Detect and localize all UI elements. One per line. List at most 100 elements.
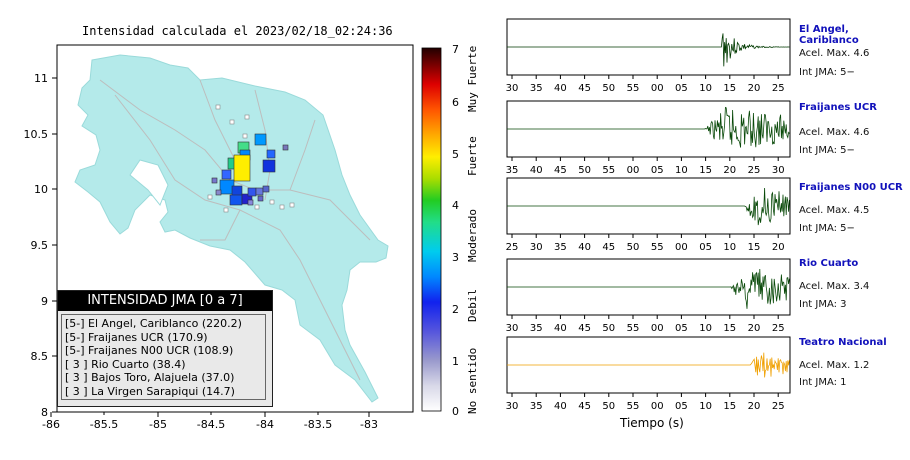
trace-tick-label: 25 bbox=[772, 401, 785, 412]
trace-tick-label: 55 bbox=[651, 242, 664, 253]
trace-tick-label: 20 bbox=[772, 242, 785, 253]
colorbar-tick: 7 bbox=[452, 43, 459, 56]
trace-tick-label: 55 bbox=[627, 83, 640, 94]
trace-tick-label: 40 bbox=[530, 165, 543, 176]
y-tick-label: 10 bbox=[34, 183, 48, 196]
trace-ticks: 30 35 40 45 50 55 00 05 10 15 20 25 bbox=[506, 75, 785, 94]
trace-panel-0: 30 35 40 45 50 55 00 05 10 15 20 25 bbox=[506, 18, 791, 94]
map-axis-labels: -86 -85.5 -85 -84.5 -84 -83.5 -83 11 10.… bbox=[24, 72, 378, 431]
x-tick-label: -85 bbox=[149, 418, 167, 431]
trace-tick-label: 30 bbox=[530, 242, 543, 253]
trace-tick-label: 10 bbox=[699, 83, 712, 94]
trace-tick-label: 25 bbox=[506, 242, 519, 253]
trace-tick-label: 30 bbox=[772, 165, 785, 176]
station-int: Int JMA: 5− bbox=[799, 145, 855, 156]
trace-ticks: 25 30 35 40 45 50 55 00 05 10 15 20 bbox=[506, 234, 785, 253]
colorbar-tick: 0 bbox=[452, 405, 459, 418]
trace-tick-label: 55 bbox=[602, 165, 615, 176]
land-area bbox=[74, 54, 389, 403]
legend-row: [ 3 ] Bajos Toro, Alajuela (37.0) bbox=[65, 371, 235, 385]
trace-panel-4: 30 35 40 45 50 55 00 05 10 15 20 25 bbox=[506, 336, 791, 412]
trace-tick-label: 50 bbox=[602, 401, 615, 412]
trace-tick-label: 00 bbox=[675, 242, 688, 253]
station-name: Fraijanes N00 UCR bbox=[799, 182, 903, 193]
trace-tick-label: 45 bbox=[578, 401, 591, 412]
map-tick-marks bbox=[50, 77, 370, 417]
colorbar-class-label: Debil bbox=[466, 289, 479, 322]
colorbar-tick: 1 bbox=[452, 355, 459, 368]
trace-tick-label: 05 bbox=[675, 401, 688, 412]
x-tick-label: -84.5 bbox=[197, 418, 225, 431]
x-tick-label: -85.5 bbox=[90, 418, 118, 431]
trace-tick-label: 55 bbox=[627, 323, 640, 334]
colorbar-class-label: Muy Fuerte bbox=[466, 46, 479, 112]
y-tick-label: 11 bbox=[34, 72, 48, 85]
legend-list: [5-] El Angel, Cariblanco (220.2) [5-] F… bbox=[61, 314, 266, 400]
map-title: Intensidad calculada el 2023/02/18_02:24… bbox=[82, 24, 393, 38]
station-int: Int JMA: 5− bbox=[799, 223, 855, 234]
trace-tick-label: 00 bbox=[651, 401, 664, 412]
legend-row: [ 3 ] Rio Cuarto (38.4) bbox=[65, 357, 186, 371]
trace-panel-3: 30 35 40 45 50 55 00 05 10 15 20 25 bbox=[506, 258, 791, 334]
trace-tick-label: 20 bbox=[748, 83, 761, 94]
colorbar-tick: 3 bbox=[452, 251, 459, 264]
waveform bbox=[507, 106, 790, 148]
waveform bbox=[507, 187, 790, 226]
station-name: Rio Cuarto bbox=[799, 258, 859, 269]
station-name: Fraijanes UCR bbox=[799, 102, 877, 113]
trace-tick-label: 05 bbox=[699, 242, 712, 253]
trace-tick-label: 55 bbox=[627, 401, 640, 412]
trace-tick-label: 30 bbox=[506, 401, 519, 412]
trace-tick-label: 15 bbox=[723, 401, 736, 412]
trace-tick-label: 35 bbox=[530, 323, 543, 334]
trace-tick-label: 00 bbox=[651, 83, 664, 94]
trace-ticks: 35 40 45 50 55 00 05 10 15 20 25 30 bbox=[506, 157, 785, 176]
colorbar-tick: 2 bbox=[452, 303, 459, 316]
x-tick-label: -83 bbox=[360, 418, 378, 431]
trace-tick-label: 50 bbox=[602, 83, 615, 94]
trace-tick-label: 40 bbox=[578, 242, 591, 253]
minor-markers bbox=[207, 104, 295, 213]
y-tick-label: 10.5 bbox=[24, 128, 49, 141]
legend-row: [5-] El Angel, Cariblanco (220.2) bbox=[65, 317, 242, 330]
station-accel: Acel. Max. 4.6 bbox=[799, 48, 870, 59]
y-tick-label: 9 bbox=[41, 295, 48, 308]
intensity-markers bbox=[211, 133, 289, 206]
trace-tick-label: 00 bbox=[627, 165, 640, 176]
colorbar-class-label: No sentido bbox=[466, 348, 479, 414]
trace-tick-label: 35 bbox=[530, 83, 543, 94]
colorbar-class-labels: No sentido Debil Moderado Fuerte Muy Fue… bbox=[466, 46, 479, 414]
colorbar-tick: 4 bbox=[452, 199, 459, 212]
legend-row: [ 3 ] La Virgen Sarapiqui (14.7) bbox=[65, 384, 235, 398]
time-axis-label: Tiempo (s) bbox=[620, 416, 684, 430]
colorbar bbox=[421, 47, 442, 412]
trace-tick-label: 30 bbox=[506, 323, 519, 334]
trace-tick-label: 40 bbox=[554, 323, 567, 334]
legend-row: [5-] Fraijanes N00 UCR (108.9) bbox=[65, 344, 234, 358]
trace-tick-label: 25 bbox=[772, 83, 785, 94]
trace-tick-label: 20 bbox=[748, 323, 761, 334]
colorbar-class-label: Moderado bbox=[466, 209, 479, 262]
waveform bbox=[507, 352, 790, 378]
station-name: Teatro Nacional bbox=[799, 337, 887, 348]
x-tick-label: -83.5 bbox=[304, 418, 332, 431]
station-accel: Acel. Max. 4.6 bbox=[799, 127, 870, 138]
trace-tick-label: 30 bbox=[506, 83, 519, 94]
station-int: Int JMA: 3 bbox=[799, 299, 847, 310]
trace-tick-label: 00 bbox=[651, 323, 664, 334]
trace-tick-label: 25 bbox=[748, 165, 761, 176]
legend-title: INTENSIDAD JMA [0 a 7] bbox=[58, 291, 272, 311]
legend-row: [5-] Fraijanes UCR (170.9) bbox=[65, 330, 208, 344]
waveform bbox=[507, 268, 790, 309]
trace-tick-label: 45 bbox=[578, 83, 591, 94]
trace-tick-label: 15 bbox=[748, 242, 761, 253]
trace-tick-label: 05 bbox=[651, 165, 664, 176]
trace-tick-label: 50 bbox=[602, 323, 615, 334]
trace-ticks: 30 35 40 45 50 55 00 05 10 15 20 25 bbox=[506, 393, 785, 412]
trace-tick-label: 25 bbox=[772, 323, 785, 334]
trace-tick-label: 45 bbox=[578, 323, 591, 334]
trace-tick-label: 35 bbox=[530, 401, 543, 412]
trace-tick-label: 40 bbox=[554, 83, 567, 94]
trace-tick-label: 35 bbox=[554, 242, 567, 253]
trace-tick-label: 20 bbox=[748, 401, 761, 412]
